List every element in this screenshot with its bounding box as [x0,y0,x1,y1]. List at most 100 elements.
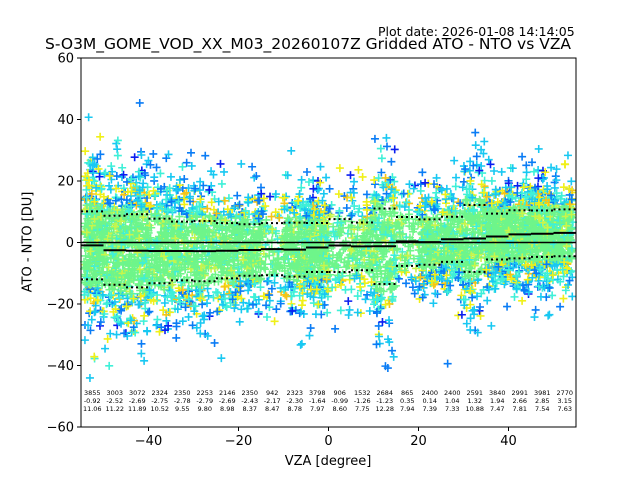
scatter-point [389,352,398,361]
scatter-point [147,223,156,232]
scatter-point [137,220,146,229]
scatter-point [156,169,165,178]
scatter-point [429,299,438,308]
scatter-point [127,187,136,196]
scatter-point [147,291,156,300]
scatter-point [104,263,113,272]
scatter-point [129,264,138,273]
scatter-point [113,205,122,214]
scatter-point [345,305,354,314]
scatter-point [85,373,94,382]
scatter-point [217,354,226,363]
scatter-point [123,332,132,341]
scatter-point [156,257,165,266]
scatter-point [117,275,126,284]
scatter-point [113,136,122,145]
scatter-point [175,175,184,184]
scatter-point [90,197,99,206]
scatter-point [127,202,136,211]
scatter-point [331,324,340,333]
scatter-point [140,356,149,365]
scatter-point [155,265,164,274]
scatter-point [100,255,109,264]
scatter-point [122,302,131,311]
scatter-point [390,145,399,154]
scatter-point [297,183,306,192]
scatter-point [311,310,320,319]
scatter-point [184,285,193,294]
scatter-point [117,319,126,328]
scatter-point [443,359,452,368]
scatter-point [161,231,170,240]
scatter-point [101,218,110,227]
scatter-point [156,201,165,210]
scatter-point [109,307,118,316]
scatter-point [87,221,96,230]
scatter-point [82,259,91,268]
scatter-point [133,256,142,265]
scatter-point [141,253,150,262]
scatter-point [86,201,95,210]
scatter-point [80,194,89,203]
scatter-point [95,172,104,181]
scatter-point [160,268,169,277]
scatter-point [119,170,128,179]
chart-title: S-O3M_GOME_VOD_XX_M03_20260107Z Gridded … [45,35,572,53]
scatter-point [152,163,161,172]
plot-date: Plot date: 2026-01-08 14:14:05 [378,24,575,39]
scatter-point [174,197,183,206]
scatter-point [457,310,466,319]
scatter-point [145,307,154,316]
scatter-point [128,266,137,275]
scatter-point [476,311,485,320]
scatter-point [519,183,528,192]
scatter-point [305,331,314,340]
scatter-point [125,230,134,239]
scatter-point [181,303,190,312]
scatter-point [107,162,116,171]
scatter-point [172,333,181,342]
scatter-point [135,234,144,243]
scatter-point [96,150,105,159]
scatter-point [159,306,168,315]
scatter-point [86,294,95,303]
scatter-point [297,175,306,184]
scatter-point [347,285,356,294]
scatter-point [361,295,370,304]
scatter-point [86,247,95,256]
scatter-point [94,164,103,173]
scatter-point [124,236,133,245]
scatter-point [233,191,242,200]
scatter-point [155,232,164,241]
scatter-point [188,321,197,330]
scatter-point [210,338,219,347]
scatter-point [162,316,171,325]
scatter-point [175,212,184,221]
scatter-point [131,328,140,337]
scatter-point [503,302,512,311]
scatter-point [81,147,90,156]
scatter-point [167,287,176,296]
scatter-point [204,291,213,300]
scatter-point [136,173,145,182]
scatter-point [168,206,177,215]
scatter-point [157,323,166,332]
scatter-point [220,167,229,176]
scatter-point [394,274,403,283]
scatter-point [82,185,91,194]
scatter-point [374,321,383,330]
scatter-point [484,155,493,164]
scatter-point [146,160,155,169]
scatter-point [96,132,105,141]
scatter-point [184,312,193,321]
scatter-point [313,186,322,195]
scatter-point [522,168,531,177]
scatter-point [545,310,554,319]
scatter-point [87,189,96,198]
scatter-point [323,308,332,317]
scatter-point [217,179,226,188]
scatter-point [128,200,137,209]
scatter-point [84,113,93,122]
scatter-point [297,301,306,310]
